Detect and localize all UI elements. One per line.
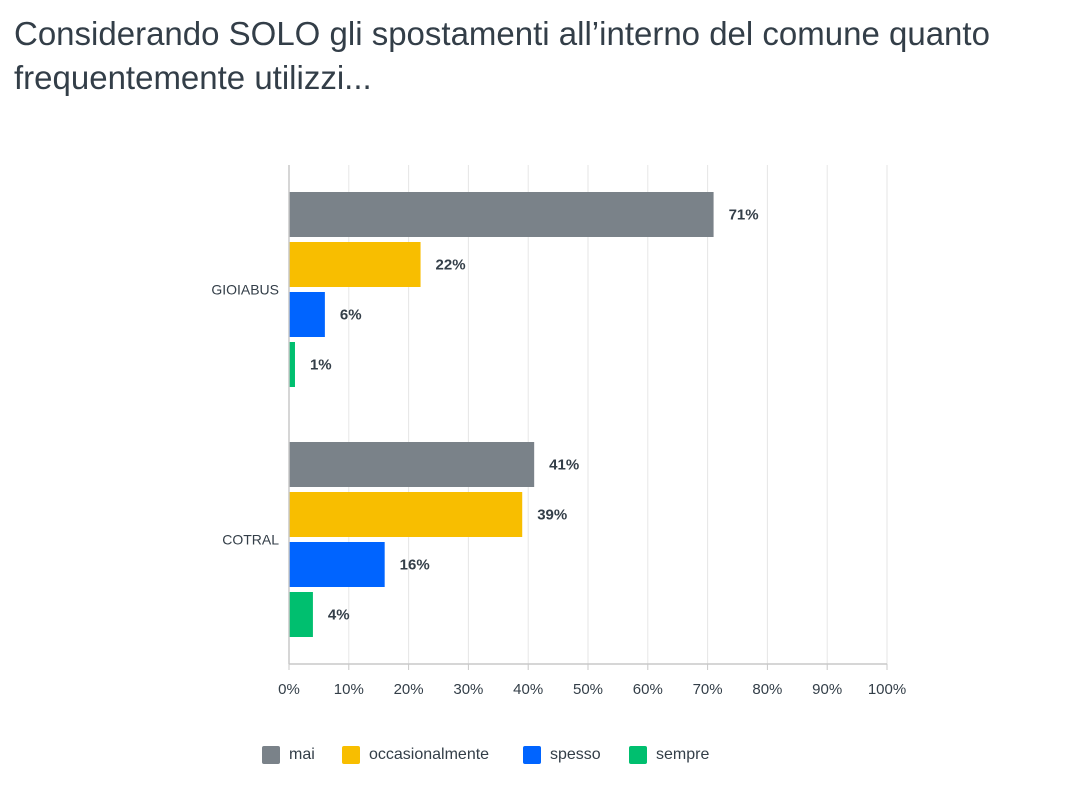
grid-lines <box>348 165 888 664</box>
bar-sempre <box>289 342 295 387</box>
bar-value-label: 41% <box>549 457 579 474</box>
legend-item-spesso: spesso <box>523 746 601 764</box>
legend: mai occasionalmente spesso sempre <box>0 746 1078 774</box>
legend-label: sempre <box>656 746 710 763</box>
bar-occasionalmente <box>289 242 421 287</box>
bar-value-label: 16% <box>400 557 430 574</box>
bar-spesso <box>289 292 325 337</box>
bar-value-label: 22% <box>436 257 466 274</box>
bar-value-label: 1% <box>310 357 332 374</box>
x-tick-label: 10% <box>334 681 364 698</box>
x-tick-label: 70% <box>693 681 723 698</box>
x-tick-label: 80% <box>752 681 782 698</box>
x-tick-label: 0% <box>278 681 300 698</box>
x-tick-label: 40% <box>513 681 543 698</box>
legend-label: spesso <box>550 746 601 763</box>
bar-mai <box>289 192 714 237</box>
bars <box>289 192 714 637</box>
category-labels: GIOIABUS COTRAL <box>211 282 279 548</box>
x-tick-label: 60% <box>633 681 663 698</box>
legend-label: mai <box>289 746 315 763</box>
legend-swatch <box>629 746 647 764</box>
legend-swatch <box>342 746 360 764</box>
x-tick-label: 50% <box>573 681 603 698</box>
bar-mai <box>289 442 535 487</box>
bar-chart: 71% 22% 6% 1% 41% 39% 16% 4% GIOIABUS COTRAL 0% 1… <box>211 165 906 698</box>
x-tick-label: 20% <box>394 681 424 698</box>
bar-value-label: 71% <box>729 207 759 224</box>
chart-title: Considerando SOLO gli spostamenti all’in… <box>14 15 990 96</box>
bar-occasionalmente <box>289 492 523 537</box>
legend-swatch <box>262 746 280 764</box>
legend-label: occasionalmente <box>369 746 490 763</box>
legend-item-occasionalmente: occasionalmente <box>342 746 489 764</box>
bar-value-label: 4% <box>328 607 350 624</box>
x-tick-label: 90% <box>812 681 842 698</box>
legend-item-sempre: sempre <box>629 746 709 764</box>
x-tick-label: 30% <box>453 681 483 698</box>
bar-sempre <box>289 592 313 637</box>
category-label: COTRAL <box>222 532 279 548</box>
value-labels: 71% 22% 6% 1% 41% 39% 16% 4% <box>310 207 759 624</box>
legend-swatch <box>523 746 541 764</box>
category-label: GIOIABUS <box>211 282 279 298</box>
bar-spesso <box>289 542 385 587</box>
bar-value-label: 39% <box>537 507 567 524</box>
bar-value-label: 6% <box>340 307 362 324</box>
x-axis-ticks: 0% 10% 20% 30% 40% 50% 60% 70% 80% 90% 100% <box>278 664 906 698</box>
legend-item-mai: mai <box>262 746 315 764</box>
x-tick-label: 100% <box>868 681 906 698</box>
